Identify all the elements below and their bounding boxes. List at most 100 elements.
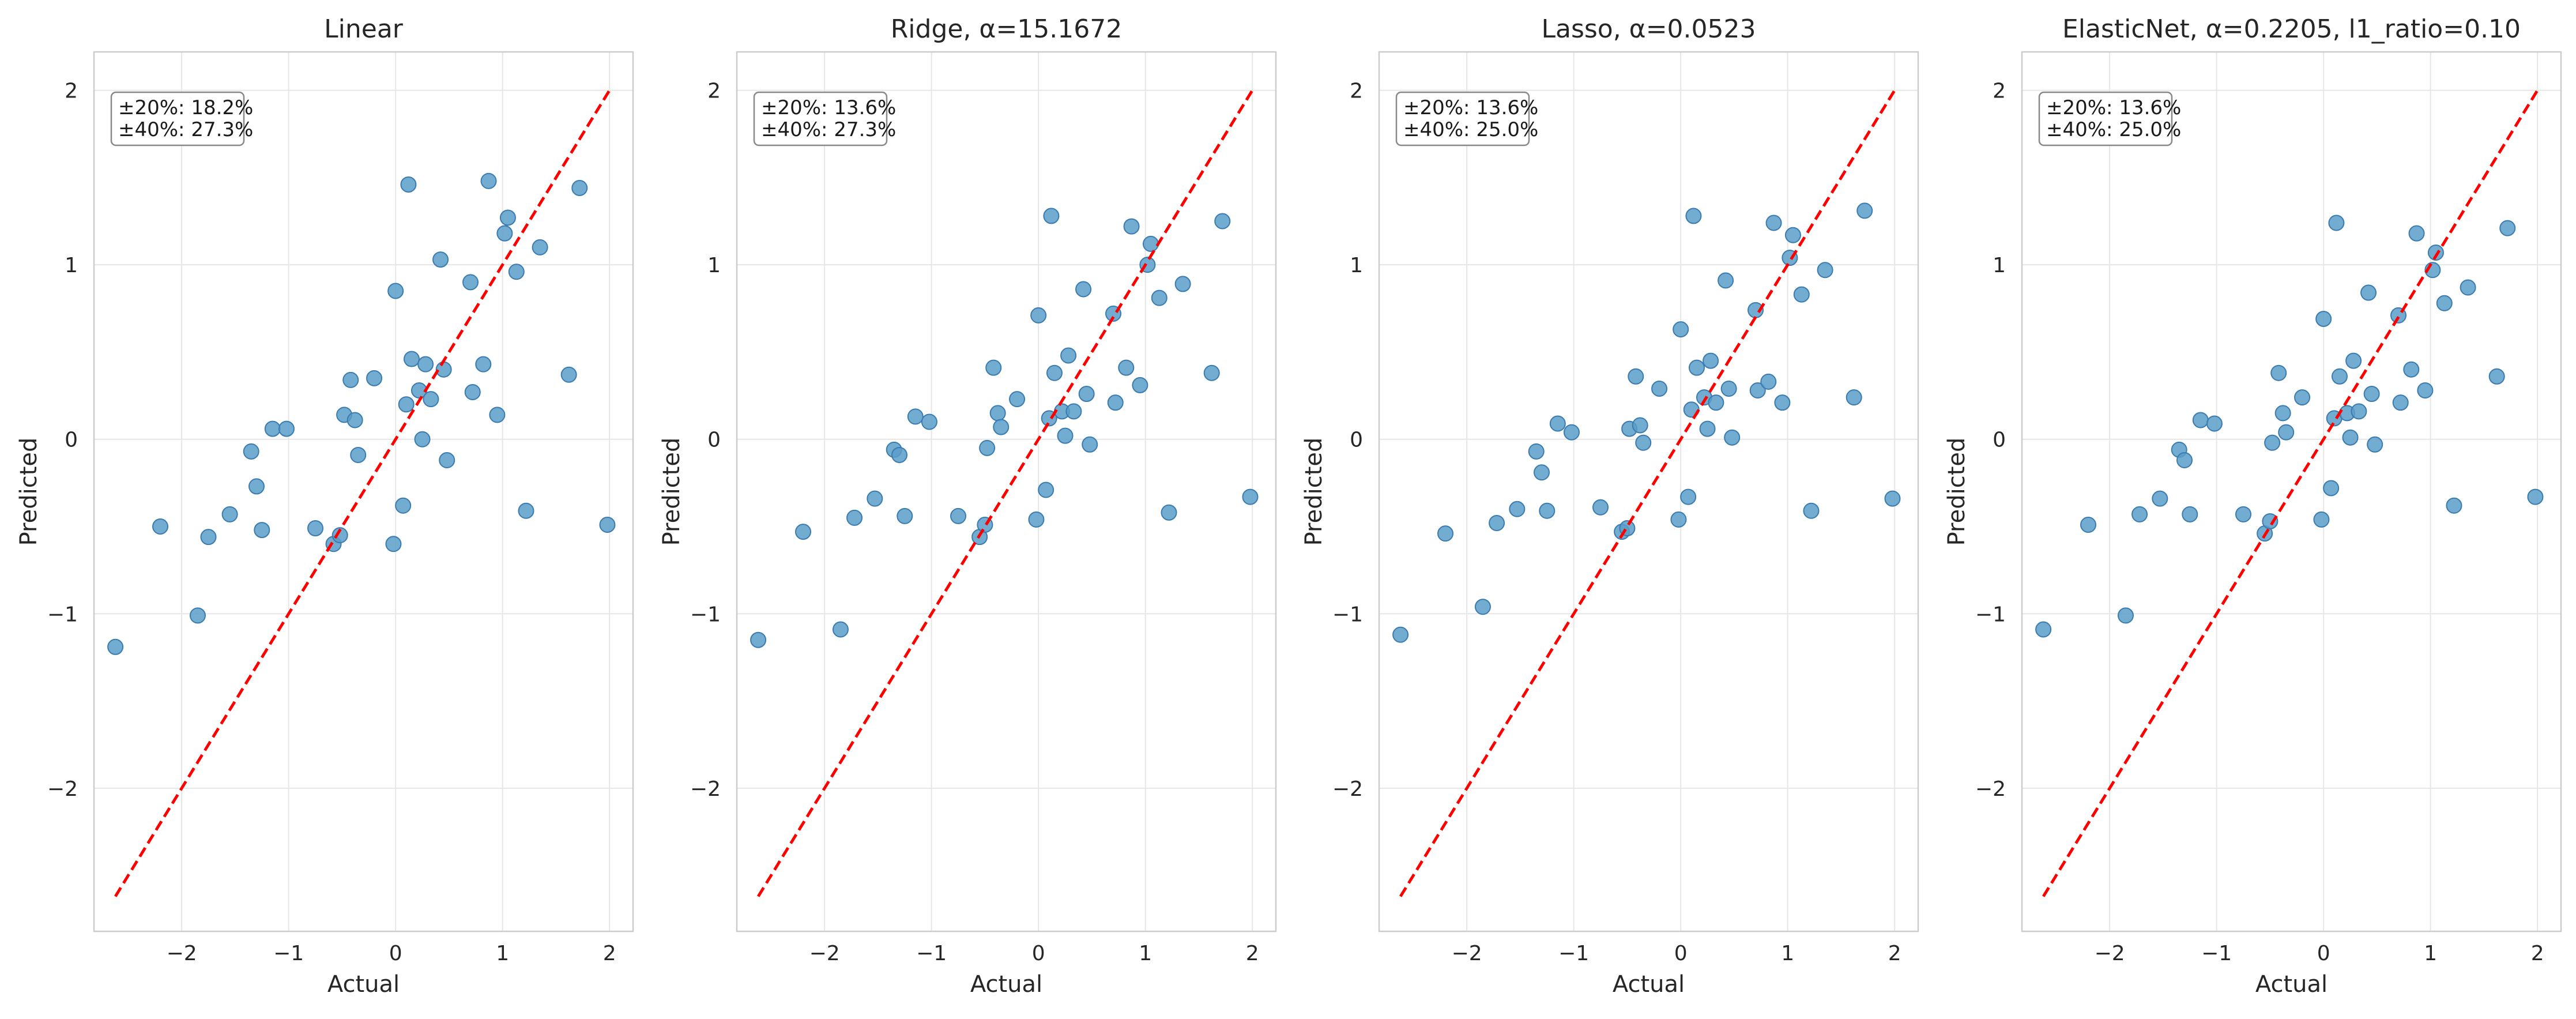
x-tick-label: 2 (603, 942, 616, 965)
data-point (1635, 434, 1652, 451)
data-point (243, 443, 259, 460)
y-tick-label: 1 (1993, 254, 2006, 277)
data-point (1075, 281, 1092, 298)
data-point (1708, 394, 1724, 411)
data-point (2351, 403, 2367, 420)
data-point (1718, 272, 1734, 289)
x-tick-label: 1 (1139, 942, 1152, 965)
data-point (2328, 215, 2345, 231)
x-axis-label: Actual (970, 971, 1042, 998)
data-point (750, 631, 767, 648)
data-point (1118, 359, 1135, 376)
data-point (2436, 295, 2453, 311)
x-tick-label: 0 (1032, 942, 1045, 965)
data-point (347, 412, 363, 428)
data-point (2392, 394, 2409, 411)
y-tick-label: 2 (1350, 80, 1363, 103)
chart-title: Ridge, α=15.1672 (891, 14, 1123, 44)
data-point (152, 518, 169, 535)
data-point (1549, 415, 1566, 432)
x-axis-label: Actual (327, 971, 400, 998)
data-point (989, 405, 1006, 422)
data-point (342, 371, 359, 388)
accuracy-annotation: ±20%: 13.6%±40%: 25.0% (2038, 91, 2181, 146)
data-point (2206, 415, 2223, 432)
data-point (1632, 417, 1648, 434)
reference-line (756, 89, 1254, 897)
data-point (1749, 382, 1766, 399)
data-point (1846, 389, 1862, 406)
data-point (2152, 490, 2168, 507)
data-point (2035, 621, 2052, 638)
data-point (2527, 488, 2544, 505)
data-point (221, 506, 238, 522)
data-point (2408, 225, 2425, 242)
plot-frame (1378, 51, 1919, 932)
subplot-2: −2 −1 0 1 2 −2 −1 0 1 2 Ridge, α=15.1672 Actual Pred… (658, 14, 1277, 998)
x-tick-label: 0 (1674, 942, 1688, 965)
data-point (1437, 525, 1454, 542)
data-point (2363, 386, 2380, 403)
annotation-line: ±20%: 13.6% (761, 96, 896, 119)
data-point (2323, 480, 2340, 497)
accuracy-annotation: ±20%: 18.2%±40%: 27.3% (110, 91, 253, 146)
data-point (2499, 220, 2516, 236)
x-tick-label: −2 (2095, 942, 2125, 965)
data-point (2460, 279, 2476, 296)
data-point (462, 274, 479, 291)
data-point (532, 239, 548, 255)
annotation-line: ±40%: 25.0% (2046, 118, 2181, 141)
data-point (1203, 364, 1220, 381)
data-point (1082, 436, 1098, 453)
data-point (423, 391, 439, 408)
x-tick-label: −1 (916, 942, 947, 965)
data-point (2262, 513, 2279, 529)
data-point (2315, 310, 2332, 327)
annotation-box (753, 91, 888, 146)
y-tick-label: −2 (47, 777, 78, 801)
data-point (1528, 443, 1545, 460)
data-point (1214, 213, 1231, 230)
data-point (403, 351, 420, 367)
y-tick-label: −1 (47, 603, 78, 626)
y-tick-label: −2 (1975, 777, 2006, 801)
y-tick-label: 0 (1993, 428, 2006, 452)
data-point (1784, 227, 1801, 243)
data-point (599, 516, 616, 533)
data-point (891, 446, 907, 463)
y-tick-label: 2 (65, 80, 78, 103)
data-point (1392, 626, 1409, 643)
data-point (264, 420, 281, 437)
x-tick-label: −1 (2201, 942, 2232, 965)
chart-title: Lasso, α=0.0523 (1541, 14, 1756, 44)
data-point (189, 607, 206, 624)
plot-frame (93, 51, 634, 932)
data-point (2131, 506, 2148, 522)
data-point (2345, 352, 2362, 369)
data-point (1057, 427, 1074, 444)
data-point (2080, 516, 2097, 533)
data-point (985, 359, 1002, 376)
data-point (464, 384, 481, 401)
reference-line (2042, 89, 2539, 897)
data-point (414, 431, 431, 448)
data-point (1651, 380, 1668, 397)
data-point (1685, 208, 1702, 224)
data-point (1123, 218, 1140, 235)
data-point (432, 251, 449, 268)
x-tick-label: 0 (2317, 942, 2330, 965)
data-point (2360, 284, 2377, 301)
annotation-line: ±40%: 25.0% (1403, 118, 1538, 141)
data-point (1030, 307, 1047, 324)
data-point (248, 478, 265, 495)
data-point (867, 490, 883, 507)
data-point (2264, 434, 2281, 451)
data-point (1489, 514, 1505, 531)
data-point (1078, 386, 1095, 403)
y-axis-label: Predicted (1944, 438, 1970, 546)
data-point (979, 439, 996, 456)
data-point (1856, 202, 1873, 219)
x-tick-label: 0 (389, 942, 402, 965)
y-axis-label: Predicted (16, 438, 42, 546)
